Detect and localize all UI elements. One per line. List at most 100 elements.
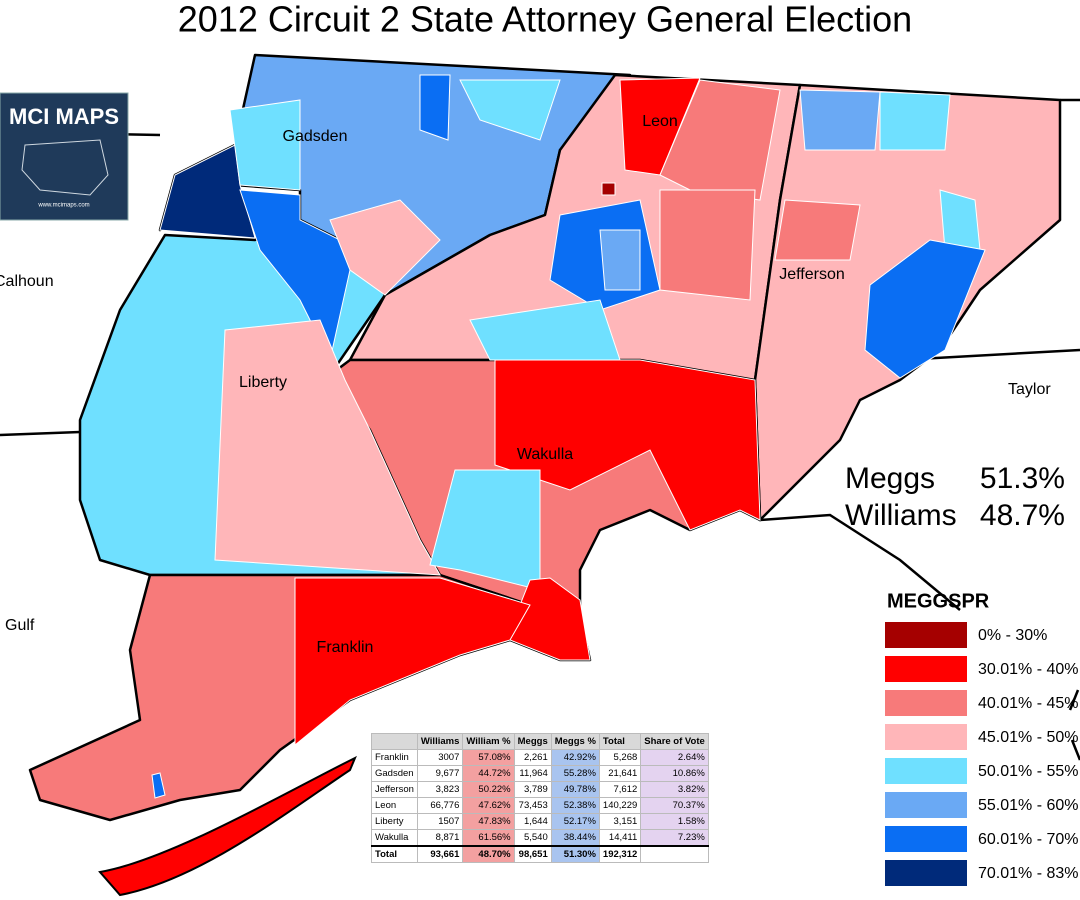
table-cell: 140,229 (598, 797, 642, 814)
table-cell: 7,612 (598, 781, 642, 798)
table-cell: 42.92% (550, 749, 600, 766)
table-cell: 14,411 (598, 829, 642, 847)
logo-url: www.mcimaps.com (37, 203, 89, 209)
table-cell: 51.30% (550, 845, 600, 863)
table-row: Franklin 3007 57.08% 2,261 42.92% 5,268 2.64% (371, 749, 709, 766)
county-label: Franklin (317, 639, 374, 656)
table-cell: 70.37% (640, 797, 709, 814)
table-cell: 47.62% (462, 797, 515, 814)
table-cell: 2,261 (513, 749, 552, 766)
boundary (759, 513, 961, 611)
precinct (799, 89, 881, 151)
neighbor-label: Gulf (5, 617, 35, 634)
legend-swatch (885, 826, 967, 852)
table-row: Leon 66,776 47.62% 73,453 52.38% 140,229 70.37… (371, 797, 709, 814)
logo-us-map (21, 139, 109, 196)
legend-label: 70.01% - 83% (978, 865, 1079, 882)
table-row: Jefferson 3,823 50.22% 3,789 49.78% 7,612 3.82… (371, 781, 709, 798)
table-row: Gadsden 9,677 44.72% 11,964 55.28% 21,641 10.8… (371, 765, 709, 782)
table-cell: 3.82% (640, 781, 709, 798)
table-cell (371, 733, 418, 750)
table-cell: 10.86% (640, 765, 709, 782)
table-cell: William % (462, 733, 515, 750)
table-cell: 7.23% (640, 829, 709, 847)
table-cell: Share of Vote (640, 733, 709, 750)
table-cell: 44.72% (462, 765, 515, 782)
table-row: Total 93,661 48.70% 98,651 51.30% 192,312 (371, 845, 709, 863)
table-cell: 192,312 (598, 845, 642, 863)
precinct (659, 189, 756, 301)
boundary (0, 430, 81, 437)
table-cell: 73,453 (513, 797, 552, 814)
legend-label: 50.01% - 55% (978, 763, 1079, 780)
table-cell: 61.56% (462, 829, 515, 847)
legend-swatch (885, 724, 967, 750)
legend-label: 45.01% - 50% (978, 729, 1079, 746)
candidate-pct: 51.3% (980, 462, 1065, 495)
table-cell (640, 845, 709, 863)
table-cell: 50.22% (462, 781, 515, 798)
table-cell: 52.38% (550, 797, 600, 814)
legend-label: 55.01% - 60% (978, 797, 1079, 814)
county-label: Jefferson (779, 266, 845, 283)
table-cell: 3,151 (598, 813, 642, 830)
table-cell: 57.08% (462, 749, 515, 766)
table-cell: Liberty (371, 813, 418, 830)
table-cell: 3007 (416, 749, 464, 766)
island (98, 755, 357, 897)
neighbor-label: Calhoun (0, 273, 54, 290)
table-cell: 5,268 (598, 749, 642, 766)
precinct (459, 79, 561, 141)
precincts (98, 74, 986, 897)
legend-label: 40.01% - 45% (978, 695, 1079, 712)
legend-label: 60.01% - 70% (978, 831, 1079, 848)
logo-name: MCI MAPS (9, 104, 119, 129)
table-cell: 2.64% (640, 749, 709, 766)
precinct (429, 469, 541, 591)
legend-label: 0% - 30% (978, 627, 1047, 644)
candidate-name: Meggs (845, 462, 935, 495)
precinct (419, 74, 451, 141)
table-cell: 38.44% (550, 829, 600, 847)
table-cell: Williams (416, 733, 464, 750)
table-cell: 49.78% (550, 781, 600, 798)
table-cell: Jefferson (371, 781, 418, 798)
table-cell: 1507 (416, 813, 464, 830)
results-table: Williams William % Meggs Meggs % Total Share … (371, 733, 709, 863)
precinct (864, 239, 986, 379)
table-cell: Franklin (371, 749, 418, 766)
table-cell: 8,871 (416, 829, 464, 847)
table-cell: 3,789 (513, 781, 552, 798)
table-cell: 48.70% (462, 845, 515, 863)
table-cell: Wakulla (371, 829, 418, 847)
table-cell: 11,964 (513, 765, 552, 782)
precinct (229, 99, 301, 191)
precinct (214, 319, 441, 576)
table-cell: 93,661 (416, 845, 464, 863)
legend-title: MEGGSPR (887, 590, 990, 612)
table-row: Williams William % Meggs Meggs % Total Share … (371, 733, 709, 750)
precinct (294, 577, 531, 747)
county-label: Wakulla (517, 446, 573, 463)
logo-box (0, 92, 129, 221)
table-cell: 3,823 (416, 781, 464, 798)
table-cell: 1,644 (513, 813, 552, 830)
candidate-pct: 48.7% (980, 499, 1065, 532)
boundary (1068, 689, 1080, 761)
legend-label: 30.01% - 40% (978, 661, 1079, 678)
table-cell: 21,641 (598, 765, 642, 782)
table-cell: 9,677 (416, 765, 464, 782)
table-cell: Meggs % (550, 733, 600, 750)
table-row: Wakulla 8,871 61.56% 5,540 38.44% 14,411 7.23% (371, 829, 709, 847)
table-cell: 66,776 (416, 797, 464, 814)
county-label: Leon (642, 113, 678, 130)
legend-swatch (885, 758, 967, 784)
table-cell: Leon (371, 797, 418, 814)
table-row: Liberty 1507 47.83% 1,644 52.17% 3,151 1.58% (371, 813, 709, 830)
table-cell: 47.83% (462, 813, 515, 830)
table-cell: Total (371, 845, 418, 863)
precinct (601, 182, 616, 196)
legend-swatch (885, 792, 967, 818)
table-cell: 1.58% (640, 813, 709, 830)
